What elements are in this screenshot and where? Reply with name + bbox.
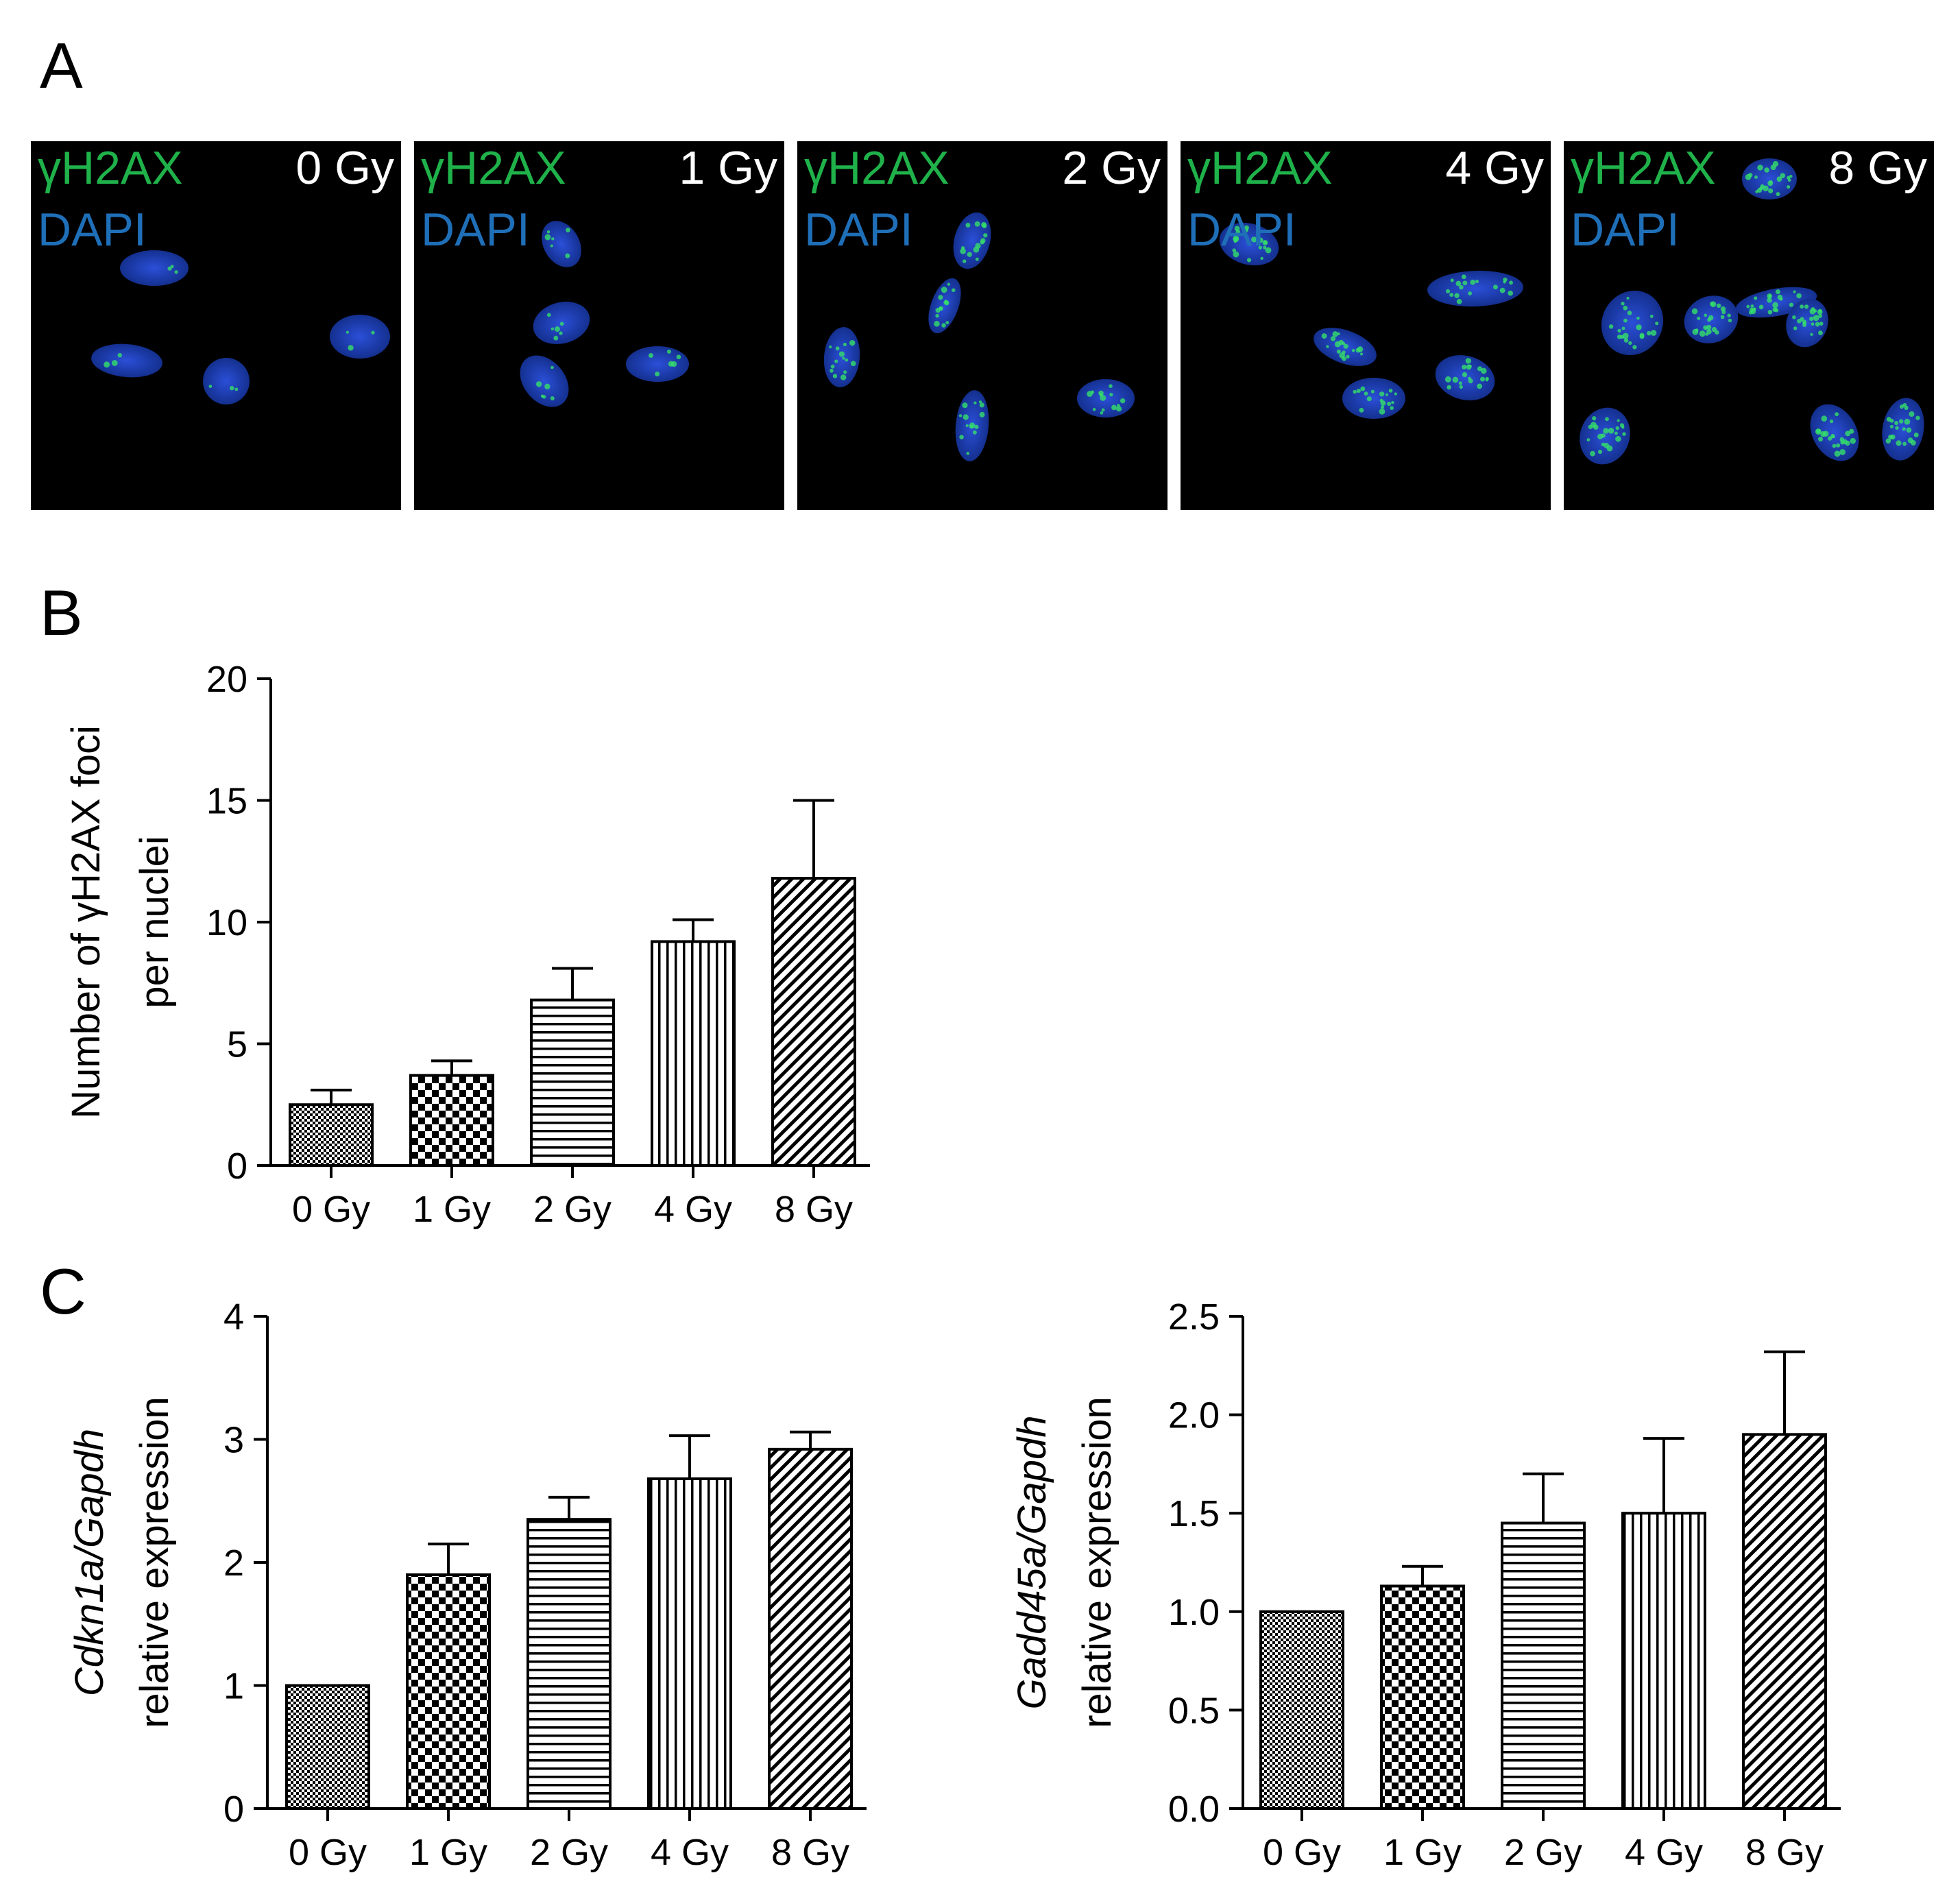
panel-label-b: B: [40, 577, 83, 649]
y-tick-label: 10: [206, 902, 247, 943]
y-tick-label: 1: [223, 1666, 244, 1707]
x-tick-label: 0 Gy: [1263, 1832, 1341, 1873]
stain-label-dapi: DAPI: [1571, 204, 1680, 256]
x-tick-label: 2 Gy: [533, 1189, 612, 1230]
micrograph-1gy: γH2AX DAPI 1 Gy: [414, 141, 784, 510]
x-tick-label: 8 Gy: [775, 1189, 853, 1230]
x-tick-label: 4 Gy: [654, 1189, 732, 1230]
bar: [1501, 1521, 1586, 1810]
bar: [768, 1447, 853, 1811]
dose-label: 8 Gy: [1828, 142, 1927, 194]
nuclei-image: [520, 221, 689, 407]
y-tick-label: 15: [206, 781, 247, 822]
bar: [1621, 1512, 1706, 1810]
bar: [527, 1518, 612, 1810]
bar: [647, 1477, 732, 1810]
y-axis-label-line2: relative expression: [132, 1397, 177, 1728]
bar: [1380, 1584, 1465, 1810]
micrograph-4gy: γH2AX DAPI 4 Gy: [1181, 141, 1551, 510]
y-tick-label: 2.0: [1168, 1395, 1220, 1436]
stain-label-dapi: DAPI: [1187, 204, 1296, 256]
dose-label: 4 Gy: [1445, 142, 1544, 194]
stain-label-gh2ax: γH2AX: [1187, 142, 1333, 194]
x-tick-label: 8 Gy: [771, 1832, 849, 1873]
panel-label-a: A: [40, 29, 83, 101]
x-tick-label: 2 Gy: [1504, 1832, 1582, 1873]
micrograph-8gy: γH2AX DAPI 8 Gy: [1564, 141, 1934, 510]
y-tick-label: 3: [223, 1420, 244, 1461]
x-tick-label: 4 Gy: [1625, 1832, 1703, 1873]
nuclei-image: [1580, 158, 1924, 465]
y-axis-label: Number of γH2AX foci: [64, 725, 108, 1119]
y-axis-label: Cdkn1a/Gapdh: [67, 1429, 112, 1696]
stain-label-gh2ax: γH2AX: [38, 142, 183, 194]
nuclei-image: [1219, 222, 1523, 419]
stain-label-dapi: DAPI: [38, 204, 147, 256]
y-tick-label: 2.5: [1168, 1296, 1220, 1338]
y-tick-label: 0.0: [1168, 1789, 1220, 1830]
bar: [1742, 1433, 1827, 1810]
bar: [771, 877, 856, 1167]
nuclei-image: [823, 212, 1135, 461]
y-axis-label: Gadd45a/Gapdh: [1010, 1416, 1054, 1710]
x-tick-label: 8 Gy: [1745, 1832, 1824, 1873]
stain-label-gh2ax: γH2AX: [1571, 142, 1716, 194]
stain-label-gh2ax: γH2AX: [804, 142, 949, 194]
panel-label-c: C: [40, 1255, 86, 1327]
stain-label-dapi: DAPI: [804, 204, 913, 256]
bar: [409, 1074, 494, 1168]
bar: [530, 998, 615, 1167]
y-tick-label: 1.0: [1168, 1592, 1220, 1633]
stain-label-gh2ax: γH2AX: [421, 142, 566, 194]
micrograph-0gy: γH2AX DAPI 0 Gy: [31, 141, 401, 510]
x-tick-label: 0 Gy: [292, 1189, 370, 1230]
y-tick-label: 1.5: [1168, 1493, 1220, 1534]
y-tick-label: 0.5: [1168, 1690, 1220, 1731]
chart-gadd45a-expression: 0.0 0.5 1.0 1.5 2.0 2.5 0 Gy 1 Gy 2 Gy 4 Gy 8 Gy Ga…: [1010, 1296, 1841, 1873]
x-tick-label: 2 Gy: [530, 1832, 608, 1873]
bar: [651, 940, 736, 1167]
dose-label: 2 Gy: [1062, 142, 1161, 194]
bar: [289, 1103, 374, 1167]
x-tick-label: 4 Gy: [651, 1832, 729, 1873]
y-axis-label-line2: per nuclei: [132, 836, 177, 1008]
y-tick-label: 0: [223, 1789, 244, 1830]
bar: [406, 1573, 491, 1810]
x-tick-label: 1 Gy: [409, 1832, 487, 1873]
stain-label-dapi: DAPI: [421, 204, 530, 256]
y-tick-label: 2: [223, 1543, 244, 1584]
y-tick-label: 5: [227, 1024, 247, 1065]
y-tick-label: 4: [223, 1296, 244, 1338]
micrograph-2gy: γH2AX DAPI 2 Gy: [797, 141, 1167, 510]
chart-foci-per-nuclei: 0 5 10 15 20 0 Gy 1 Gy 2 Gy 4 Gy 8 Gy Number of γH…: [64, 659, 870, 1230]
x-tick-label: 1 Gy: [1383, 1832, 1462, 1873]
dose-label: 1 Gy: [679, 142, 777, 194]
y-tick-label: 0: [227, 1146, 247, 1187]
bar: [285, 1684, 370, 1810]
chart-cdkn1a-expression: 0 1 2 3 4 0 Gy 1 Gy 2 Gy 4 Gy 8 Gy Cdkn1a/Gapdh rel…: [67, 1296, 867, 1873]
y-axis-label-line2: relative expression: [1075, 1397, 1120, 1728]
bar: [1259, 1610, 1344, 1810]
dose-label: 0 Gy: [295, 142, 394, 194]
x-tick-label: 1 Gy: [413, 1189, 491, 1230]
y-tick-label: 20: [206, 659, 247, 700]
nuclei-image: [91, 250, 390, 404]
x-tick-label: 0 Gy: [289, 1832, 367, 1873]
